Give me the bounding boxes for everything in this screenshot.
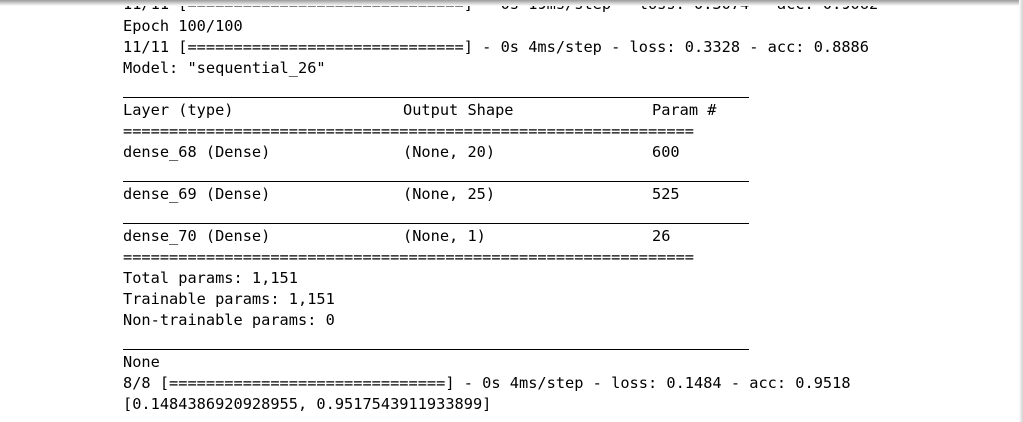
epoch-line: Epoch 100/100 xyxy=(123,17,243,35)
right-edge-shadow xyxy=(1019,0,1023,422)
table-row-params: 26 xyxy=(652,227,671,245)
summary-footer-double-rule: ========================================… xyxy=(123,248,694,266)
table-row-layer: dense_70 (Dense) xyxy=(123,227,271,245)
table-row-shape: (None, 25) xyxy=(403,185,496,203)
table-row-params: 525 xyxy=(652,185,680,203)
header-layer-type: Layer (type) xyxy=(123,101,234,119)
model-name-line: Model: "sequential_26" xyxy=(123,59,326,77)
training-step-line: 11/11 [==============================] -… xyxy=(123,38,869,56)
summary-bottom-rule xyxy=(123,349,749,350)
table-row-params: 600 xyxy=(652,143,680,161)
table-row-layer: dense_69 (Dense) xyxy=(123,185,271,203)
evaluation-result-line: [0.1484386920928955, 0.9517543911933899] xyxy=(123,395,492,413)
table-row-shape: (None, 20) xyxy=(403,143,496,161)
trainable-params-line: Trainable params: 1,151 xyxy=(123,290,335,308)
summary-top-rule xyxy=(123,97,749,98)
header-output-shape: Output Shape xyxy=(403,101,514,119)
evaluation-step-line: 8/8 [==============================] - 0… xyxy=(123,374,851,392)
row-divider-rule xyxy=(123,181,749,182)
non-trainable-params-line: Non-trainable params: 0 xyxy=(123,311,335,329)
header-param-count: Param # xyxy=(652,101,717,119)
summary-header-double-rule: ========================================… xyxy=(123,122,694,140)
row-divider-rule xyxy=(123,223,749,224)
top-scroll-shadow xyxy=(0,0,1023,6)
table-row-shape: (None, 1) xyxy=(403,227,486,245)
none-output-line: None xyxy=(123,353,160,371)
table-row-layer: dense_68 (Dense) xyxy=(123,143,271,161)
total-params-line: Total params: 1,151 xyxy=(123,269,298,287)
